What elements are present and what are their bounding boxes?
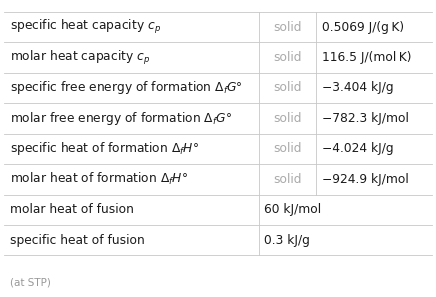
Text: specific heat of formation $\Delta_f H°$: specific heat of formation $\Delta_f H°$ (10, 140, 198, 157)
Text: molar heat of formation $\Delta_f H°$: molar heat of formation $\Delta_f H°$ (10, 171, 187, 187)
Text: solid: solid (273, 173, 302, 186)
Text: molar heat of fusion: molar heat of fusion (10, 203, 133, 216)
Text: solid: solid (273, 20, 302, 34)
Text: specific heat capacity $c_p$: specific heat capacity $c_p$ (10, 18, 160, 36)
Text: −4.024 kJ/g: −4.024 kJ/g (321, 142, 393, 155)
Text: solid: solid (273, 112, 302, 125)
Text: molar free energy of formation $\Delta_f G°$: molar free energy of formation $\Delta_f… (10, 110, 232, 127)
Text: 60 kJ/mol: 60 kJ/mol (264, 203, 321, 216)
Text: (at STP): (at STP) (10, 277, 51, 287)
Text: molar heat capacity $c_p$: molar heat capacity $c_p$ (10, 48, 150, 67)
Text: solid: solid (273, 142, 302, 155)
Text: 0.5069 J/(g K): 0.5069 J/(g K) (321, 20, 404, 34)
Text: −924.9 kJ/mol: −924.9 kJ/mol (321, 173, 408, 186)
Text: 0.3 kJ/g: 0.3 kJ/g (264, 234, 310, 247)
Text: 116.5 J/(mol K): 116.5 J/(mol K) (321, 51, 411, 64)
Text: specific heat of fusion: specific heat of fusion (10, 234, 144, 247)
Text: specific free energy of formation $\Delta_f G°$: specific free energy of formation $\Delt… (10, 80, 242, 97)
Text: solid: solid (273, 51, 302, 64)
Text: −3.404 kJ/g: −3.404 kJ/g (321, 81, 393, 94)
Text: solid: solid (273, 81, 302, 94)
Text: −782.3 kJ/mol: −782.3 kJ/mol (321, 112, 409, 125)
